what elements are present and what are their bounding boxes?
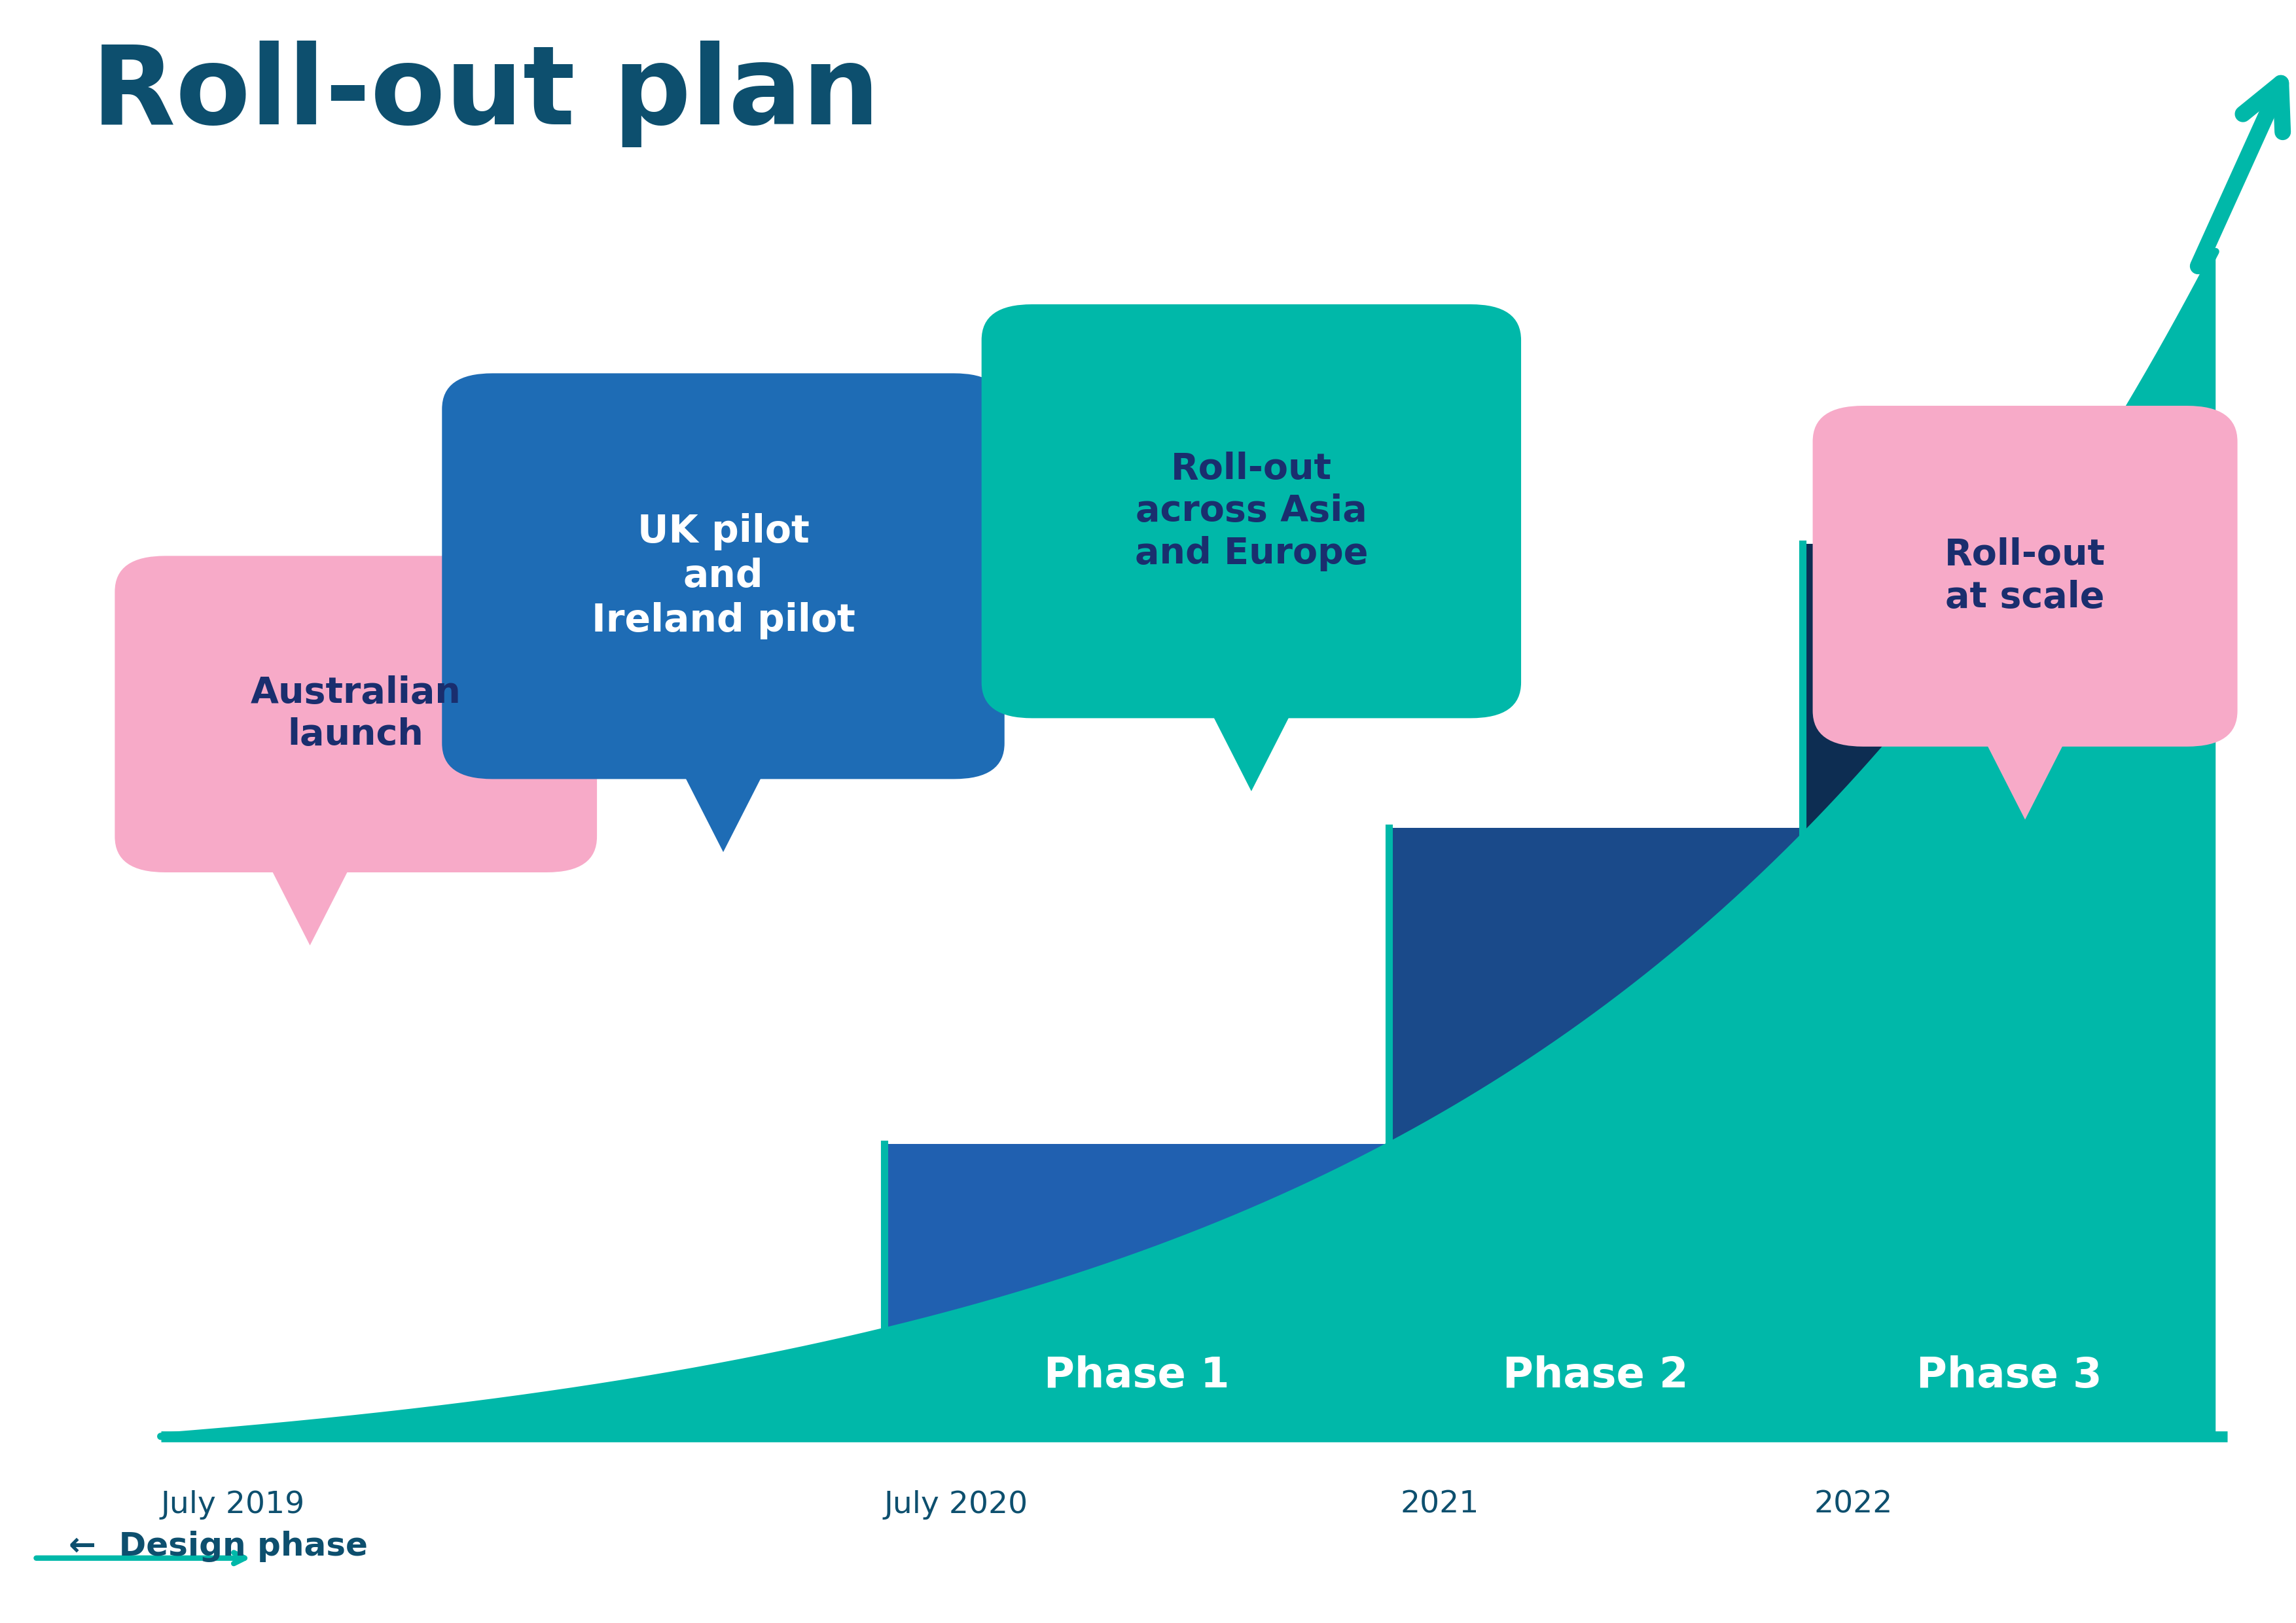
Bar xyxy=(1389,828,1802,1436)
Text: July 2020: July 2020 xyxy=(884,1490,1029,1519)
Polygon shape xyxy=(1210,711,1293,792)
Text: ←  Design phase: ← Design phase xyxy=(69,1530,367,1563)
FancyBboxPatch shape xyxy=(1812,406,2236,747)
Text: Roll-out
across Asia
and Europe: Roll-out across Asia and Europe xyxy=(1134,451,1368,571)
Polygon shape xyxy=(682,771,765,852)
Text: Phase 1: Phase 1 xyxy=(1045,1355,1228,1396)
FancyBboxPatch shape xyxy=(983,305,1522,717)
Polygon shape xyxy=(269,863,351,945)
Bar xyxy=(1802,544,2216,1436)
Text: Roll-out plan: Roll-out plan xyxy=(92,41,879,148)
Text: Roll-out
at scale: Roll-out at scale xyxy=(1945,537,2105,615)
Text: UK pilot
and
Ireland pilot: UK pilot and Ireland pilot xyxy=(592,513,854,639)
Text: Australian
launch: Australian launch xyxy=(250,675,461,753)
FancyBboxPatch shape xyxy=(115,555,597,873)
Text: 2021: 2021 xyxy=(1401,1490,1479,1519)
Polygon shape xyxy=(161,252,2216,1436)
Bar xyxy=(884,1144,1389,1436)
Polygon shape xyxy=(1984,738,2066,820)
Text: 2022: 2022 xyxy=(1814,1490,1892,1519)
Text: Phase 2: Phase 2 xyxy=(1504,1355,1688,1396)
Text: July 2019: July 2019 xyxy=(161,1490,305,1519)
FancyBboxPatch shape xyxy=(441,373,1003,779)
Text: Phase 3: Phase 3 xyxy=(1917,1355,2101,1396)
